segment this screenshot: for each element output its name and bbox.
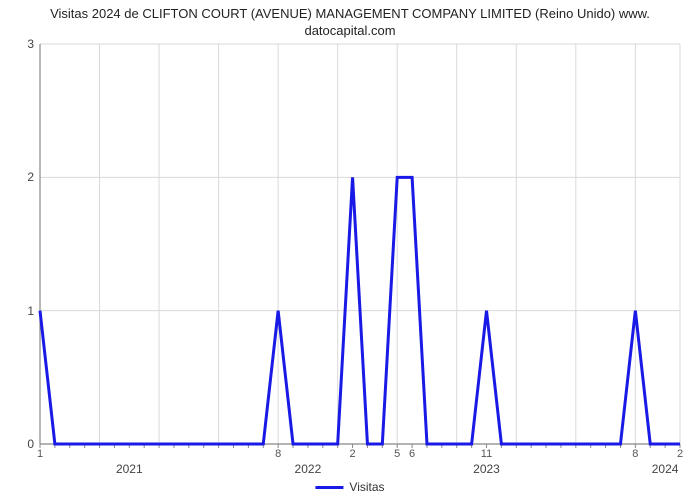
chart-title: Visitas 2024 de CLIFTON COURT (AVENUE) M…	[0, 6, 700, 40]
y-tick-label: 3	[27, 37, 34, 51]
x-point-label: 2	[677, 448, 683, 460]
x-point-label: 2	[349, 448, 355, 460]
x-point-label: 6	[409, 448, 415, 460]
x-year-label: 2021	[116, 462, 143, 476]
plot-area: 01232021202220232024182561182	[40, 44, 680, 444]
y-tick-label: 0	[27, 437, 34, 451]
legend-label: Visitas	[349, 480, 384, 494]
x-year-label: 2024	[652, 462, 679, 476]
x-year-label: 2022	[295, 462, 322, 476]
x-year-label: 2023	[473, 462, 500, 476]
x-point-label: 5	[394, 448, 400, 460]
y-tick-label: 1	[27, 304, 34, 318]
title-line-1: Visitas 2024 de CLIFTON COURT (AVENUE) M…	[50, 6, 650, 21]
x-point-label: 8	[275, 448, 281, 460]
x-point-label: 1	[37, 448, 43, 460]
title-line-2: datocapital.com	[304, 23, 395, 38]
x-point-label: 11	[481, 448, 492, 460]
legend-swatch	[315, 486, 343, 489]
chart-svg	[40, 44, 680, 444]
legend: Visitas	[315, 480, 384, 494]
chart-container: Visitas 2024 de CLIFTON COURT (AVENUE) M…	[0, 0, 700, 500]
y-tick-label: 2	[27, 170, 34, 184]
x-point-label: 8	[632, 448, 638, 460]
